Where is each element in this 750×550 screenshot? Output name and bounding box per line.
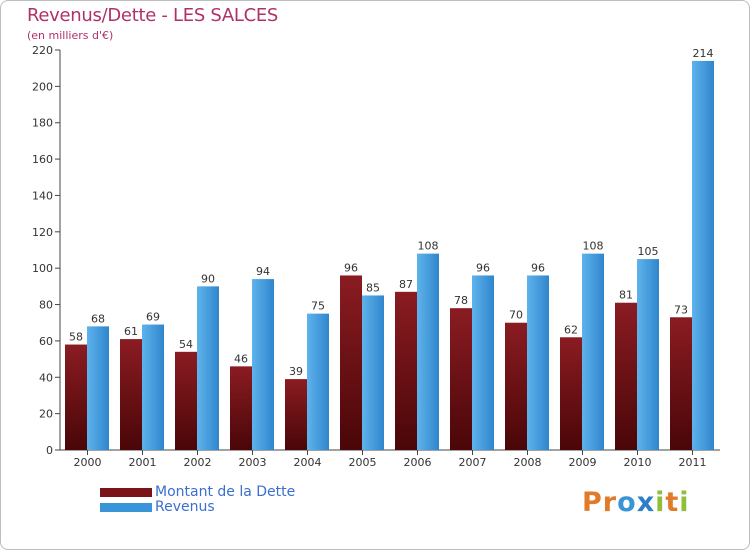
data-label-debt: 78	[454, 294, 468, 307]
data-label-revenue: 85	[366, 281, 380, 294]
bar-debt	[560, 337, 582, 450]
bar-revenue	[527, 275, 549, 450]
bar-revenue	[252, 279, 274, 450]
data-label-revenue: 75	[311, 300, 325, 313]
data-label-debt: 81	[619, 289, 633, 302]
x-tick-label: 2001	[129, 456, 157, 469]
data-label-debt: 61	[124, 325, 138, 338]
logo-letter: i	[655, 487, 666, 518]
legend-label-revenue: Revenus	[155, 499, 215, 515]
bar-revenue	[582, 253, 604, 450]
bar-debt	[285, 379, 307, 450]
bar-debt	[65, 344, 87, 450]
data-label-debt: 70	[509, 309, 523, 322]
data-label-revenue: 214	[693, 47, 714, 60]
data-label-debt: 39	[289, 365, 303, 378]
bar-revenue	[142, 324, 164, 450]
x-tick-label: 2010	[624, 456, 652, 469]
y-tick-label: 140	[32, 189, 53, 202]
data-label-revenue: 94	[256, 265, 270, 278]
data-label-revenue: 69	[146, 311, 160, 324]
chart-title: Revenus/Dette - LES SALCES	[27, 5, 279, 26]
y-tick-label: 100	[32, 262, 53, 275]
logo-letter: P	[582, 487, 603, 518]
bar-debt	[340, 275, 362, 450]
x-tick-label: 2006	[404, 456, 432, 469]
logo-letter: o	[617, 487, 637, 518]
data-label-debt: 62	[564, 323, 578, 336]
logo-letter: t	[665, 487, 680, 518]
data-label-debt: 46	[234, 352, 248, 365]
data-label-revenue: 108	[418, 240, 439, 253]
y-tick-label: 80	[39, 299, 53, 312]
x-tick-label: 2011	[679, 456, 707, 469]
data-label-revenue: 96	[531, 261, 545, 274]
bar-debt	[120, 339, 142, 450]
logo-letter: x	[636, 487, 656, 518]
bar-revenue	[362, 295, 384, 450]
data-label-revenue: 68	[91, 312, 105, 325]
bar-revenue	[307, 313, 329, 450]
bar-revenue	[692, 60, 714, 451]
legend-swatch-revenue	[100, 503, 152, 512]
y-tick-label: 220	[32, 44, 53, 57]
x-tick-label: 2009	[569, 456, 597, 469]
bar-revenue	[417, 253, 439, 450]
data-label-debt: 58	[69, 331, 83, 344]
x-tick-label: 2003	[239, 456, 267, 469]
x-tick-label: 2000	[74, 456, 102, 469]
data-label-revenue: 90	[201, 272, 215, 285]
y-tick-label: 120	[32, 226, 53, 239]
bar-revenue	[472, 275, 494, 450]
bar-debt	[395, 291, 417, 450]
chart-subtitle: (en milliers d'€)	[27, 29, 114, 42]
bar-debt	[230, 366, 252, 450]
bar-debt	[175, 351, 197, 450]
x-tick-label: 2004	[294, 456, 322, 469]
bar-revenue	[637, 259, 659, 450]
bar-revenue	[197, 286, 219, 450]
bar-debt	[450, 308, 472, 450]
bar-debt	[670, 317, 692, 450]
y-tick-label: 160	[32, 153, 53, 166]
bar-debt	[615, 302, 637, 450]
data-label-revenue: 96	[476, 261, 490, 274]
data-label-debt: 73	[674, 303, 688, 316]
x-tick-label: 2005	[349, 456, 377, 469]
bar-debt	[505, 322, 527, 450]
y-tick-label: 180	[32, 117, 53, 130]
data-label-debt: 96	[344, 261, 358, 274]
data-label-debt: 54	[179, 338, 193, 351]
proxiti-logo: Proxiti	[582, 487, 690, 518]
x-tick-label: 2008	[514, 456, 542, 469]
legend-swatch-debt	[100, 488, 152, 497]
x-tick-label: 2007	[459, 456, 487, 469]
y-tick-label: 20	[39, 408, 53, 421]
logo-letter: i	[679, 487, 690, 518]
x-tick-label: 2002	[184, 456, 212, 469]
y-tick-label: 60	[39, 335, 53, 348]
data-label-revenue: 108	[583, 240, 604, 253]
logo-letter: r	[602, 487, 618, 518]
data-label-revenue: 105	[638, 245, 659, 258]
y-tick-label: 200	[32, 80, 53, 93]
legend-label-debt: Montant de la Dette	[155, 484, 296, 500]
y-tick-label: 40	[39, 371, 53, 384]
data-label-debt: 87	[399, 278, 413, 291]
bar-revenue	[87, 326, 109, 450]
y-tick-label: 0	[46, 444, 53, 457]
